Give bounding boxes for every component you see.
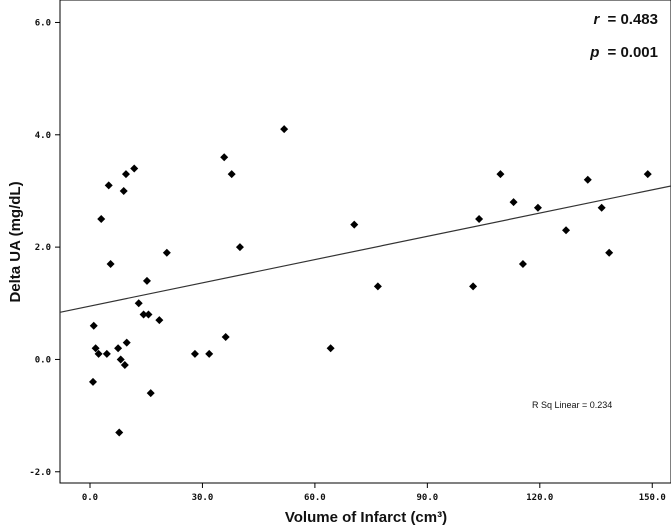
data-point xyxy=(235,243,244,252)
data-point xyxy=(162,248,171,257)
y-axis-label: Delta UA (mg/dL) xyxy=(7,181,24,302)
data-point xyxy=(326,344,335,353)
data-point xyxy=(190,349,199,358)
data-point xyxy=(104,181,113,190)
p-symbol: p xyxy=(589,44,599,61)
data-point xyxy=(475,215,484,224)
data-point xyxy=(89,321,98,330)
x-tick-label: 120.0 xyxy=(526,493,553,503)
x-tick-label: 150.0 xyxy=(639,493,666,503)
data-point xyxy=(134,299,143,308)
y-axis-ticks: -2.0 0.0 2.0 4.0 6.0 xyxy=(29,18,60,478)
data-point xyxy=(122,338,131,347)
data-point xyxy=(119,186,128,195)
data-point xyxy=(205,349,214,358)
p-value: = 0.001 xyxy=(608,44,658,61)
p-annotation: p = 0.001 xyxy=(589,44,658,61)
data-point xyxy=(116,355,125,364)
data-point xyxy=(155,316,164,325)
data-point xyxy=(605,248,614,257)
x-tick-label: 0.0 xyxy=(82,493,98,503)
data-point xyxy=(221,332,230,341)
r-squared-label: R Sq Linear = 0.234 xyxy=(532,400,612,410)
y-tick-label: 0.0 xyxy=(35,355,51,365)
data-point xyxy=(114,344,123,353)
data-point xyxy=(121,170,130,179)
x-tick-label: 90.0 xyxy=(417,493,439,503)
r-symbol: r xyxy=(594,11,601,28)
data-point xyxy=(220,153,229,162)
data-point xyxy=(130,164,139,173)
data-point xyxy=(91,344,100,353)
data-point xyxy=(350,220,359,229)
data-point xyxy=(142,276,151,285)
data-point xyxy=(97,215,106,224)
data-point xyxy=(597,203,606,212)
x-tick-label: 60.0 xyxy=(304,493,326,503)
x-axis-label: Volume of Infarct (cm³) xyxy=(285,509,447,526)
y-tick-label: 2.0 xyxy=(35,243,51,253)
x-tick-label: 30.0 xyxy=(192,493,214,503)
data-point xyxy=(139,310,148,319)
data-point xyxy=(144,310,153,319)
data-point xyxy=(120,361,129,370)
data-point xyxy=(106,259,115,268)
y-tick-label: 4.0 xyxy=(35,131,51,141)
data-point xyxy=(146,389,155,398)
data-point xyxy=(373,282,382,291)
r-annotation: r = 0.483 xyxy=(594,11,658,28)
data-point xyxy=(280,125,289,134)
data-points xyxy=(88,125,652,437)
data-point xyxy=(643,170,652,179)
y-tick-label: 6.0 xyxy=(35,18,51,28)
data-point xyxy=(227,170,236,179)
plot-frame xyxy=(59,0,671,484)
x-axis-ticks: 0.0 30.0 60.0 90.0 120.0 150.0 xyxy=(82,483,666,503)
r-value: = 0.483 xyxy=(608,11,658,28)
data-point xyxy=(496,170,505,179)
data-point xyxy=(102,349,111,358)
data-point xyxy=(583,175,592,184)
y-tick-label: -2.0 xyxy=(29,468,51,478)
data-point xyxy=(533,203,542,212)
data-point xyxy=(94,349,103,358)
data-point xyxy=(115,428,124,437)
data-point xyxy=(562,226,571,235)
regression-line xyxy=(59,185,671,313)
data-point xyxy=(469,282,478,291)
data-point xyxy=(518,259,527,268)
data-point xyxy=(509,198,518,207)
data-point xyxy=(88,377,97,386)
